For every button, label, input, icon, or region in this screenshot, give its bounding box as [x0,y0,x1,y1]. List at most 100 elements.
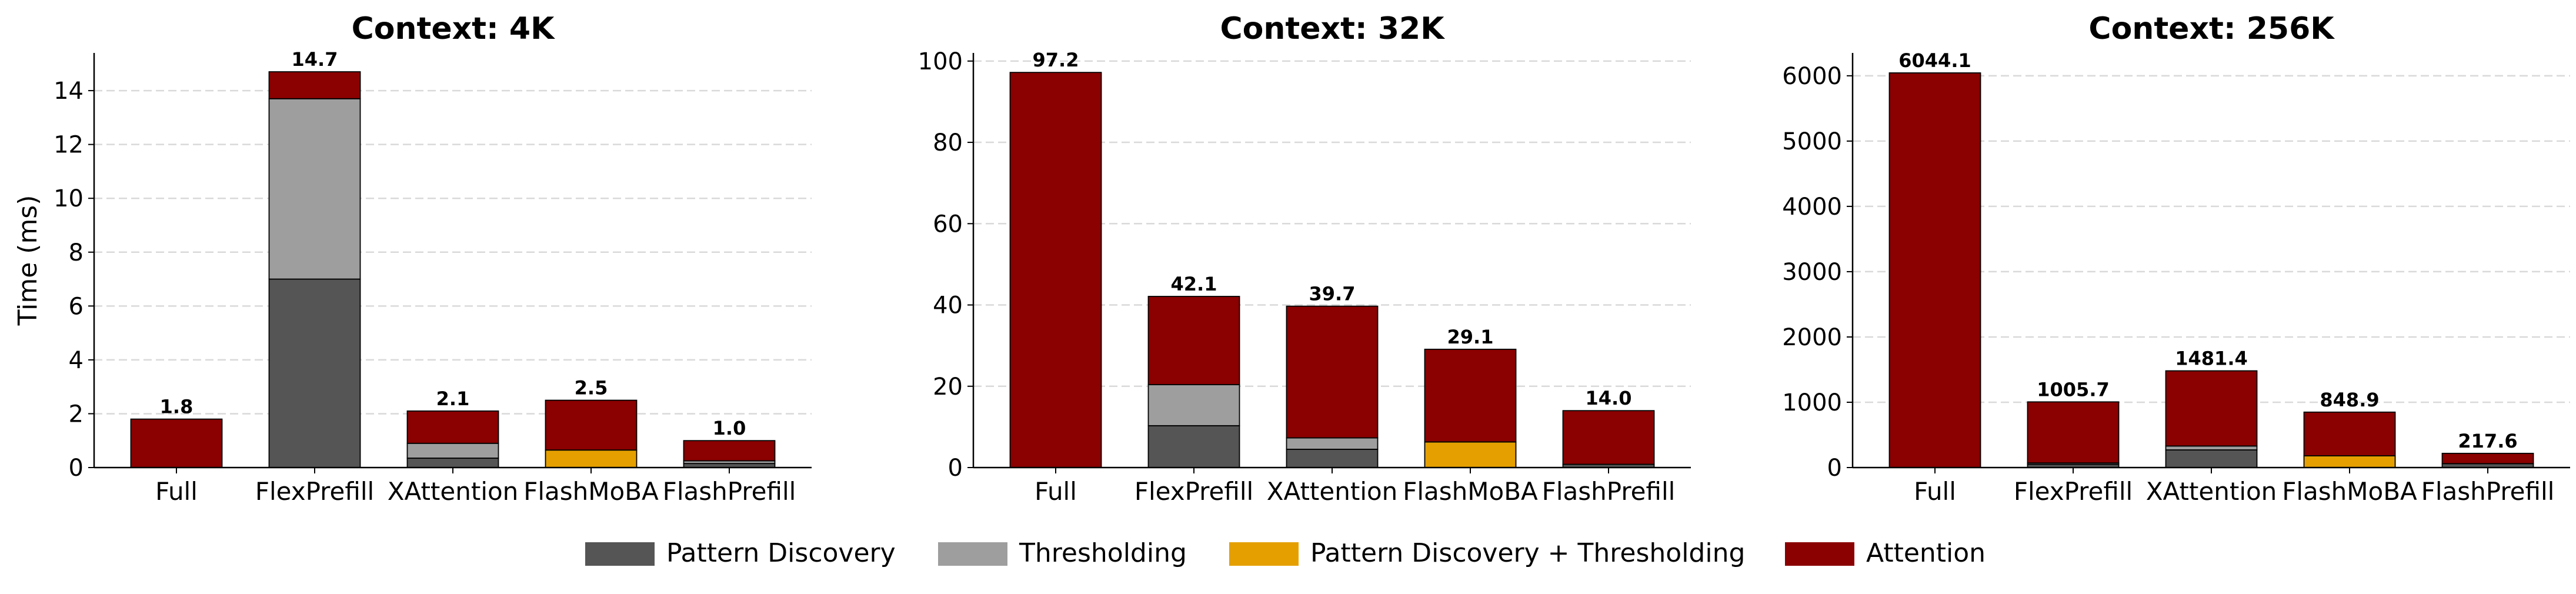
bar-total-label: 29.1 [1447,326,1494,348]
bar-total-label: 1.0 [713,417,746,439]
x-tick-label: FlashPrefill [663,477,796,506]
bar-segment-attention [1888,72,1981,468]
bar-total-label: 1005.7 [2037,378,2109,401]
legend-swatch [1785,542,1854,566]
x-tick-label: FlashPrefill [2421,477,2555,506]
bar-segment-attention [1286,305,1379,439]
bar-segment-thresholding [1147,384,1240,426]
legend-swatch [1229,542,1299,566]
legend-label: Pattern Discovery [666,538,896,568]
bar-segment-attention [1562,410,1655,465]
bar-segment-attention [406,410,499,444]
y-tick-label: 14 [54,78,84,105]
bar-total-label: 39.7 [1309,283,1356,305]
chart-title: Context: 4K [352,11,556,46]
bar-total-label: 848.9 [2320,389,2379,411]
bar-segment-attention [268,71,361,99]
legend-label: Thresholding [1019,538,1187,568]
bar-segment-attention [1009,72,1102,468]
bar-segment-pattern-discovery [2165,449,2258,468]
y-tick-label: 2 [69,401,84,428]
y-tick-label: 12 [54,132,84,159]
chart-panel-1: 1.8 Full 14.7 FlexPrefill 2.1 XAttention 2.5 Fl… [13,11,812,506]
bar-segment-attention [545,399,638,451]
x-tick-label: FlexPrefill [2014,477,2133,506]
bar-total-label: 2.1 [436,388,470,410]
x-tick-label: XAttention [2146,477,2277,506]
y-tick-label: 6000 [1782,63,1842,90]
x-tick-label: XAttention [388,477,519,506]
legend-item: Attention [1785,538,1986,568]
x-tick-label: FlashMoBA [1403,477,1538,506]
y-tick-label: 3000 [1782,259,1842,286]
bar-segment-attention [130,418,223,468]
legend-label: Pattern Discovery + Thresholding [1310,538,1745,568]
y-tick-label: 1000 [1782,389,1842,416]
y-tick-label: 2000 [1782,324,1842,351]
legend: Pattern Discovery Thresholding Pattern Dis… [585,538,1986,568]
bar-segment-attention [2027,401,2120,464]
y-tick-label: 4000 [1782,193,1842,221]
bar-total-label: 1481.4 [2175,348,2247,370]
x-tick-label: FlashPrefill [1542,477,1676,506]
x-tick-label: FlexPrefill [1134,477,1253,506]
bar-total-label: 2.5 [575,377,608,399]
bar-total-label: 217.6 [2458,430,2517,452]
y-tick-label: 20 [933,373,963,401]
y-tick-label: 40 [933,292,963,319]
x-tick-label: XAttention [1267,477,1398,506]
bar-segment-attention [1147,296,1240,385]
y-tick-label: 10 [54,185,84,212]
bar-segment-pattern-discovery [268,278,361,468]
x-tick-label: Full [1914,477,1956,506]
bar-segment-thresholding [406,442,499,459]
y-tick-label: 100 [918,48,963,75]
bar-total-label: 14.7 [292,48,338,71]
bar-total-label: 1.8 [160,396,193,418]
y-tick-label: 4 [69,347,84,374]
bar-segment-attention [2441,452,2534,465]
bar-segment-thresholding [268,98,361,280]
bar-segment-pattern-discovery [406,458,499,468]
legend-item: Pattern Discovery + Thresholding [1229,538,1745,568]
bar-total-label: 42.1 [1171,273,1217,295]
x-tick-label: FlashMoBA [2282,477,2417,506]
bar-segment-pattern-discovery-thresholding [545,449,638,468]
chart-panels: 1.8 Full 14.7 FlexPrefill 2.1 XAttention 2.5 Fl… [13,11,2570,506]
legend-item: Thresholding [938,538,1187,568]
grid-lines [94,89,812,415]
bar-segment-attention [2165,370,2258,447]
legend-item: Pattern Discovery [585,538,896,568]
bar-segment-pattern-discovery [1147,425,1240,468]
chart-title: Context: 256K [2088,11,2335,46]
chart-title: Context: 32K [1220,11,1446,46]
y-tick-label: 0 [948,455,963,482]
bar-segment-attention [1424,348,1517,443]
legend-label: Attention [1866,538,1986,568]
bar-segment-pattern-discovery-thresholding [2303,455,2396,468]
x-tick-label: Full [1035,477,1077,506]
bars [130,71,776,468]
y-tick-label: 0 [1827,455,1842,482]
chart-panel-2: 97.2 Full 42.1 FlexPrefill 39.7 XAttention 29.… [918,11,1691,506]
bar-segment-pattern-discovery [1286,448,1379,468]
bars [1009,72,1655,468]
legend-swatch [585,542,655,566]
y-tick-label: 6 [69,293,84,320]
bar-segment-attention [2303,411,2396,456]
x-tick-label: FlexPrefill [255,477,374,506]
bar-total-label: 97.2 [1033,49,1079,71]
bar-total-label: 14.0 [1586,387,1632,409]
legend-swatch [938,542,1007,566]
y-tick-label: 5000 [1782,128,1842,155]
chart-panel-3: 6044.1 Full 1005.7 FlexPrefill 1481.4 XAttent… [1782,11,2570,506]
x-tick-label: FlashMoBA [523,477,659,506]
y-tick-label: 0 [69,455,84,482]
bar-segment-thresholding [1286,437,1379,450]
bar-segment-attention [683,440,776,462]
y-tick-label: 60 [933,211,963,238]
y-axis-label: Time (ms) [13,195,43,326]
bar-total-label: 6044.1 [1898,49,1971,72]
y-tick-label: 8 [69,239,84,266]
